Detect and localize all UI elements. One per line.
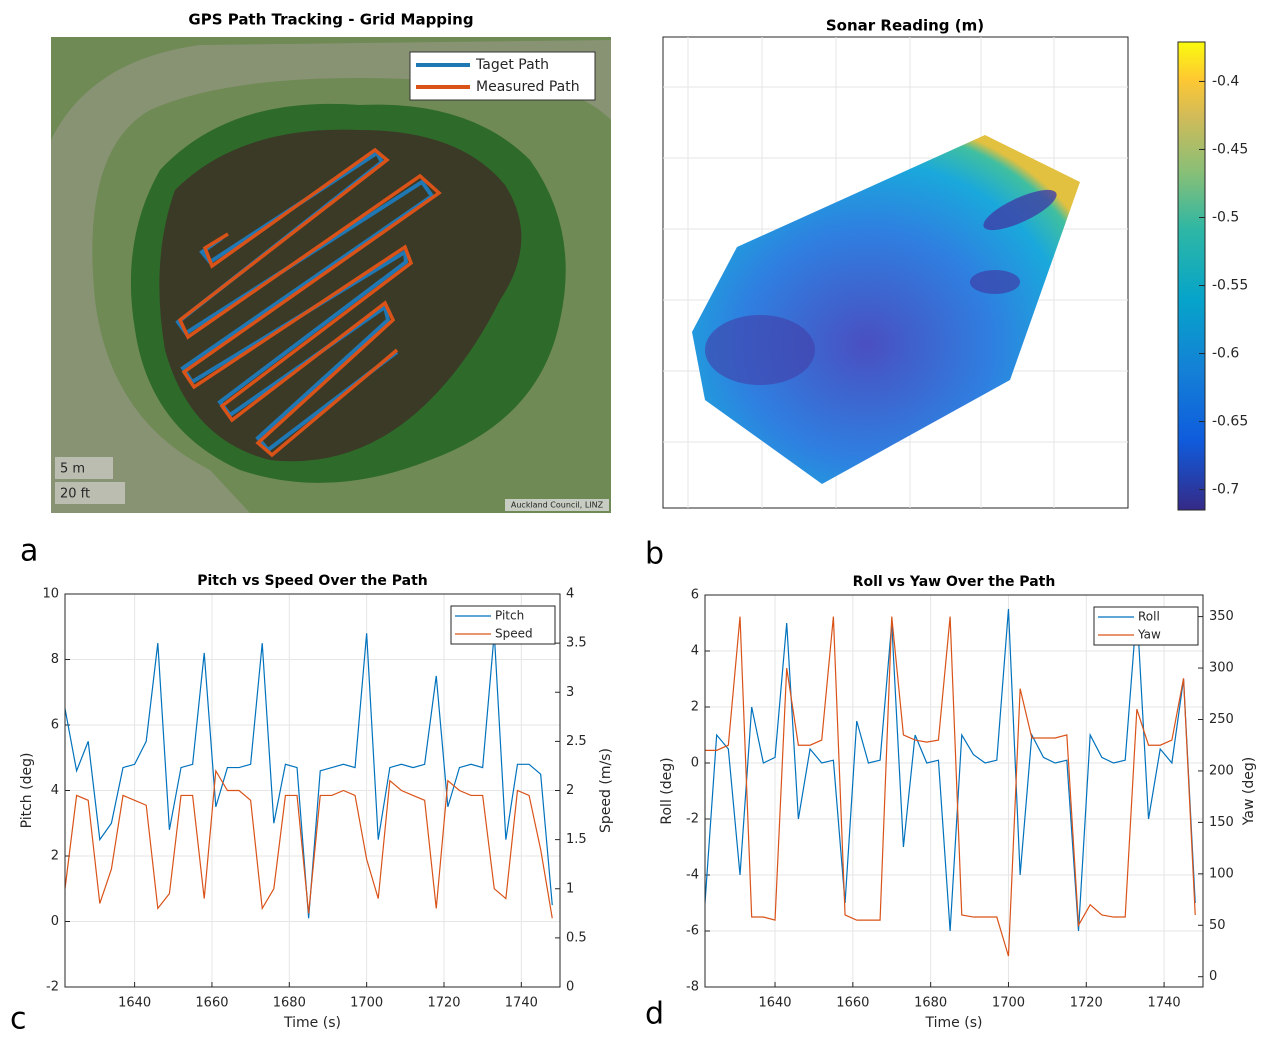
map-panel: 5 m 20 ft Auckland Council, LINZ <box>51 37 611 513</box>
sonar-deep-area <box>705 315 815 385</box>
y-axis-label: Pitch (deg) <box>19 753 35 829</box>
legend-label: Taget Path <box>475 57 549 73</box>
y2-tick-label: 0.5 <box>566 930 587 945</box>
y2-tick-label: 0 <box>566 980 574 995</box>
y2-tick-label: 200 <box>1209 763 1234 778</box>
series-line <box>65 633 553 919</box>
legend <box>450 605 556 645</box>
y-tick-label: 8 <box>51 652 59 667</box>
legend-label: Yaw <box>1137 628 1161 642</box>
y-tick-label: -6 <box>686 924 699 939</box>
sonar-deep-area <box>970 270 1020 294</box>
y-tick-label: 6 <box>691 588 699 603</box>
y2-tick-label: 100 <box>1209 866 1234 881</box>
x-tick-label: 1680 <box>914 996 947 1011</box>
x-tick-label: 1640 <box>118 996 151 1011</box>
attribution-box <box>505 499 609 511</box>
y-tick-label: 2 <box>691 700 699 715</box>
y2-axis-label: Speed (m/s) <box>598 748 614 833</box>
y2-tick-label: 2 <box>566 783 574 798</box>
x-tick-label: 1720 <box>427 996 460 1011</box>
scale-box <box>55 457 113 479</box>
chart-title: Sonar Reading (m) <box>826 17 984 35</box>
y2-tick-label: 3.5 <box>566 636 587 651</box>
series-line <box>705 616 1196 957</box>
y-tick-label: 10 <box>42 587 59 602</box>
y-tick-label: 2 <box>51 849 59 864</box>
legend <box>1093 606 1199 646</box>
y-tick-label: 0 <box>51 914 59 929</box>
y-tick-label: -4 <box>686 868 699 883</box>
legend-label: Speed <box>495 627 533 641</box>
panel-label: d <box>645 997 664 1032</box>
x-axis-label: Time (s) <box>925 1015 983 1031</box>
y2-tick-label: 300 <box>1209 661 1234 676</box>
chart-title: Pitch vs Speed Over the Path <box>197 573 428 589</box>
legend <box>409 51 596 101</box>
y2-tick-label: 1.5 <box>566 832 587 847</box>
y2-tick-label: 350 <box>1209 609 1234 624</box>
colorbar-tick-label: -0.6 <box>1212 346 1239 362</box>
series-line <box>65 768 553 919</box>
y2-tick-label: 250 <box>1209 712 1234 727</box>
colorbar-tick-label: -0.4 <box>1212 73 1239 89</box>
x-axis-label: Time (s) <box>283 1015 341 1031</box>
colorbar-tick-label: -0.45 <box>1212 141 1248 157</box>
series-line <box>705 608 1196 932</box>
y2-tick-label: 3 <box>566 685 574 700</box>
y2-tick-label: 0 <box>1209 969 1217 984</box>
y-tick-label: -2 <box>686 812 699 827</box>
chart-title: GPS Path Tracking - Grid Mapping <box>188 11 473 29</box>
plot-area <box>705 595 1203 987</box>
y2-tick-label: 50 <box>1209 918 1226 933</box>
y2-tick-label: 1 <box>566 881 574 896</box>
x-tick-label: 1640 <box>758 996 791 1011</box>
y-axis-label: Roll (deg) <box>659 757 675 824</box>
x-tick-label: 1660 <box>836 996 869 1011</box>
scale-box <box>55 482 125 504</box>
y2-tick-label: 2.5 <box>566 734 587 749</box>
heatmap-panel <box>662 36 1206 511</box>
scale-label: 5 m <box>60 462 85 477</box>
colorbar-tick-label: -0.5 <box>1212 210 1239 226</box>
panel-label: c <box>10 1002 27 1037</box>
y-tick-label: -2 <box>46 980 59 995</box>
chart-title: Roll vs Yaw Over the Path <box>853 574 1056 590</box>
y-tick-label: 4 <box>691 644 699 659</box>
colorbar-tick-label: -0.7 <box>1212 482 1239 498</box>
colorbar <box>1177 41 1206 511</box>
y2-axis-label: Yaw (deg) <box>1241 757 1257 826</box>
legend-label: Pitch <box>495 609 524 623</box>
x-tick-label: 1660 <box>195 996 228 1011</box>
y-tick-label: 6 <box>51 718 59 733</box>
y-tick-label: -8 <box>686 980 699 995</box>
sonar-deep-area <box>983 189 1057 231</box>
y-tick-label: 0 <box>691 756 699 771</box>
x-tick-label: 1740 <box>505 996 538 1011</box>
axes-box <box>704 594 1204 988</box>
x-tick-label: 1700 <box>992 996 1025 1011</box>
x-tick-label: 1700 <box>350 996 383 1011</box>
legend-label: Roll <box>1138 610 1160 624</box>
colorbar-tick-label: -0.55 <box>1212 278 1248 294</box>
y2-tick-label: 4 <box>566 587 574 602</box>
attribution: Auckland Council, LINZ <box>511 501 604 510</box>
panel-label: b <box>645 537 664 572</box>
axes-box <box>64 593 561 988</box>
x-tick-label: 1740 <box>1148 996 1181 1011</box>
panel-label: a <box>20 534 38 569</box>
x-tick-label: 1720 <box>1070 996 1103 1011</box>
y2-tick-label: 150 <box>1209 815 1234 830</box>
x-tick-label: 1680 <box>273 996 306 1011</box>
scale-label: 20 ft <box>60 487 90 502</box>
colorbar-tick-label: -0.65 <box>1212 414 1248 430</box>
y-tick-label: 4 <box>51 783 59 798</box>
legend-label: Measured Path <box>476 79 580 95</box>
measured-path <box>177 147 442 458</box>
sonar-surface <box>692 135 1080 484</box>
